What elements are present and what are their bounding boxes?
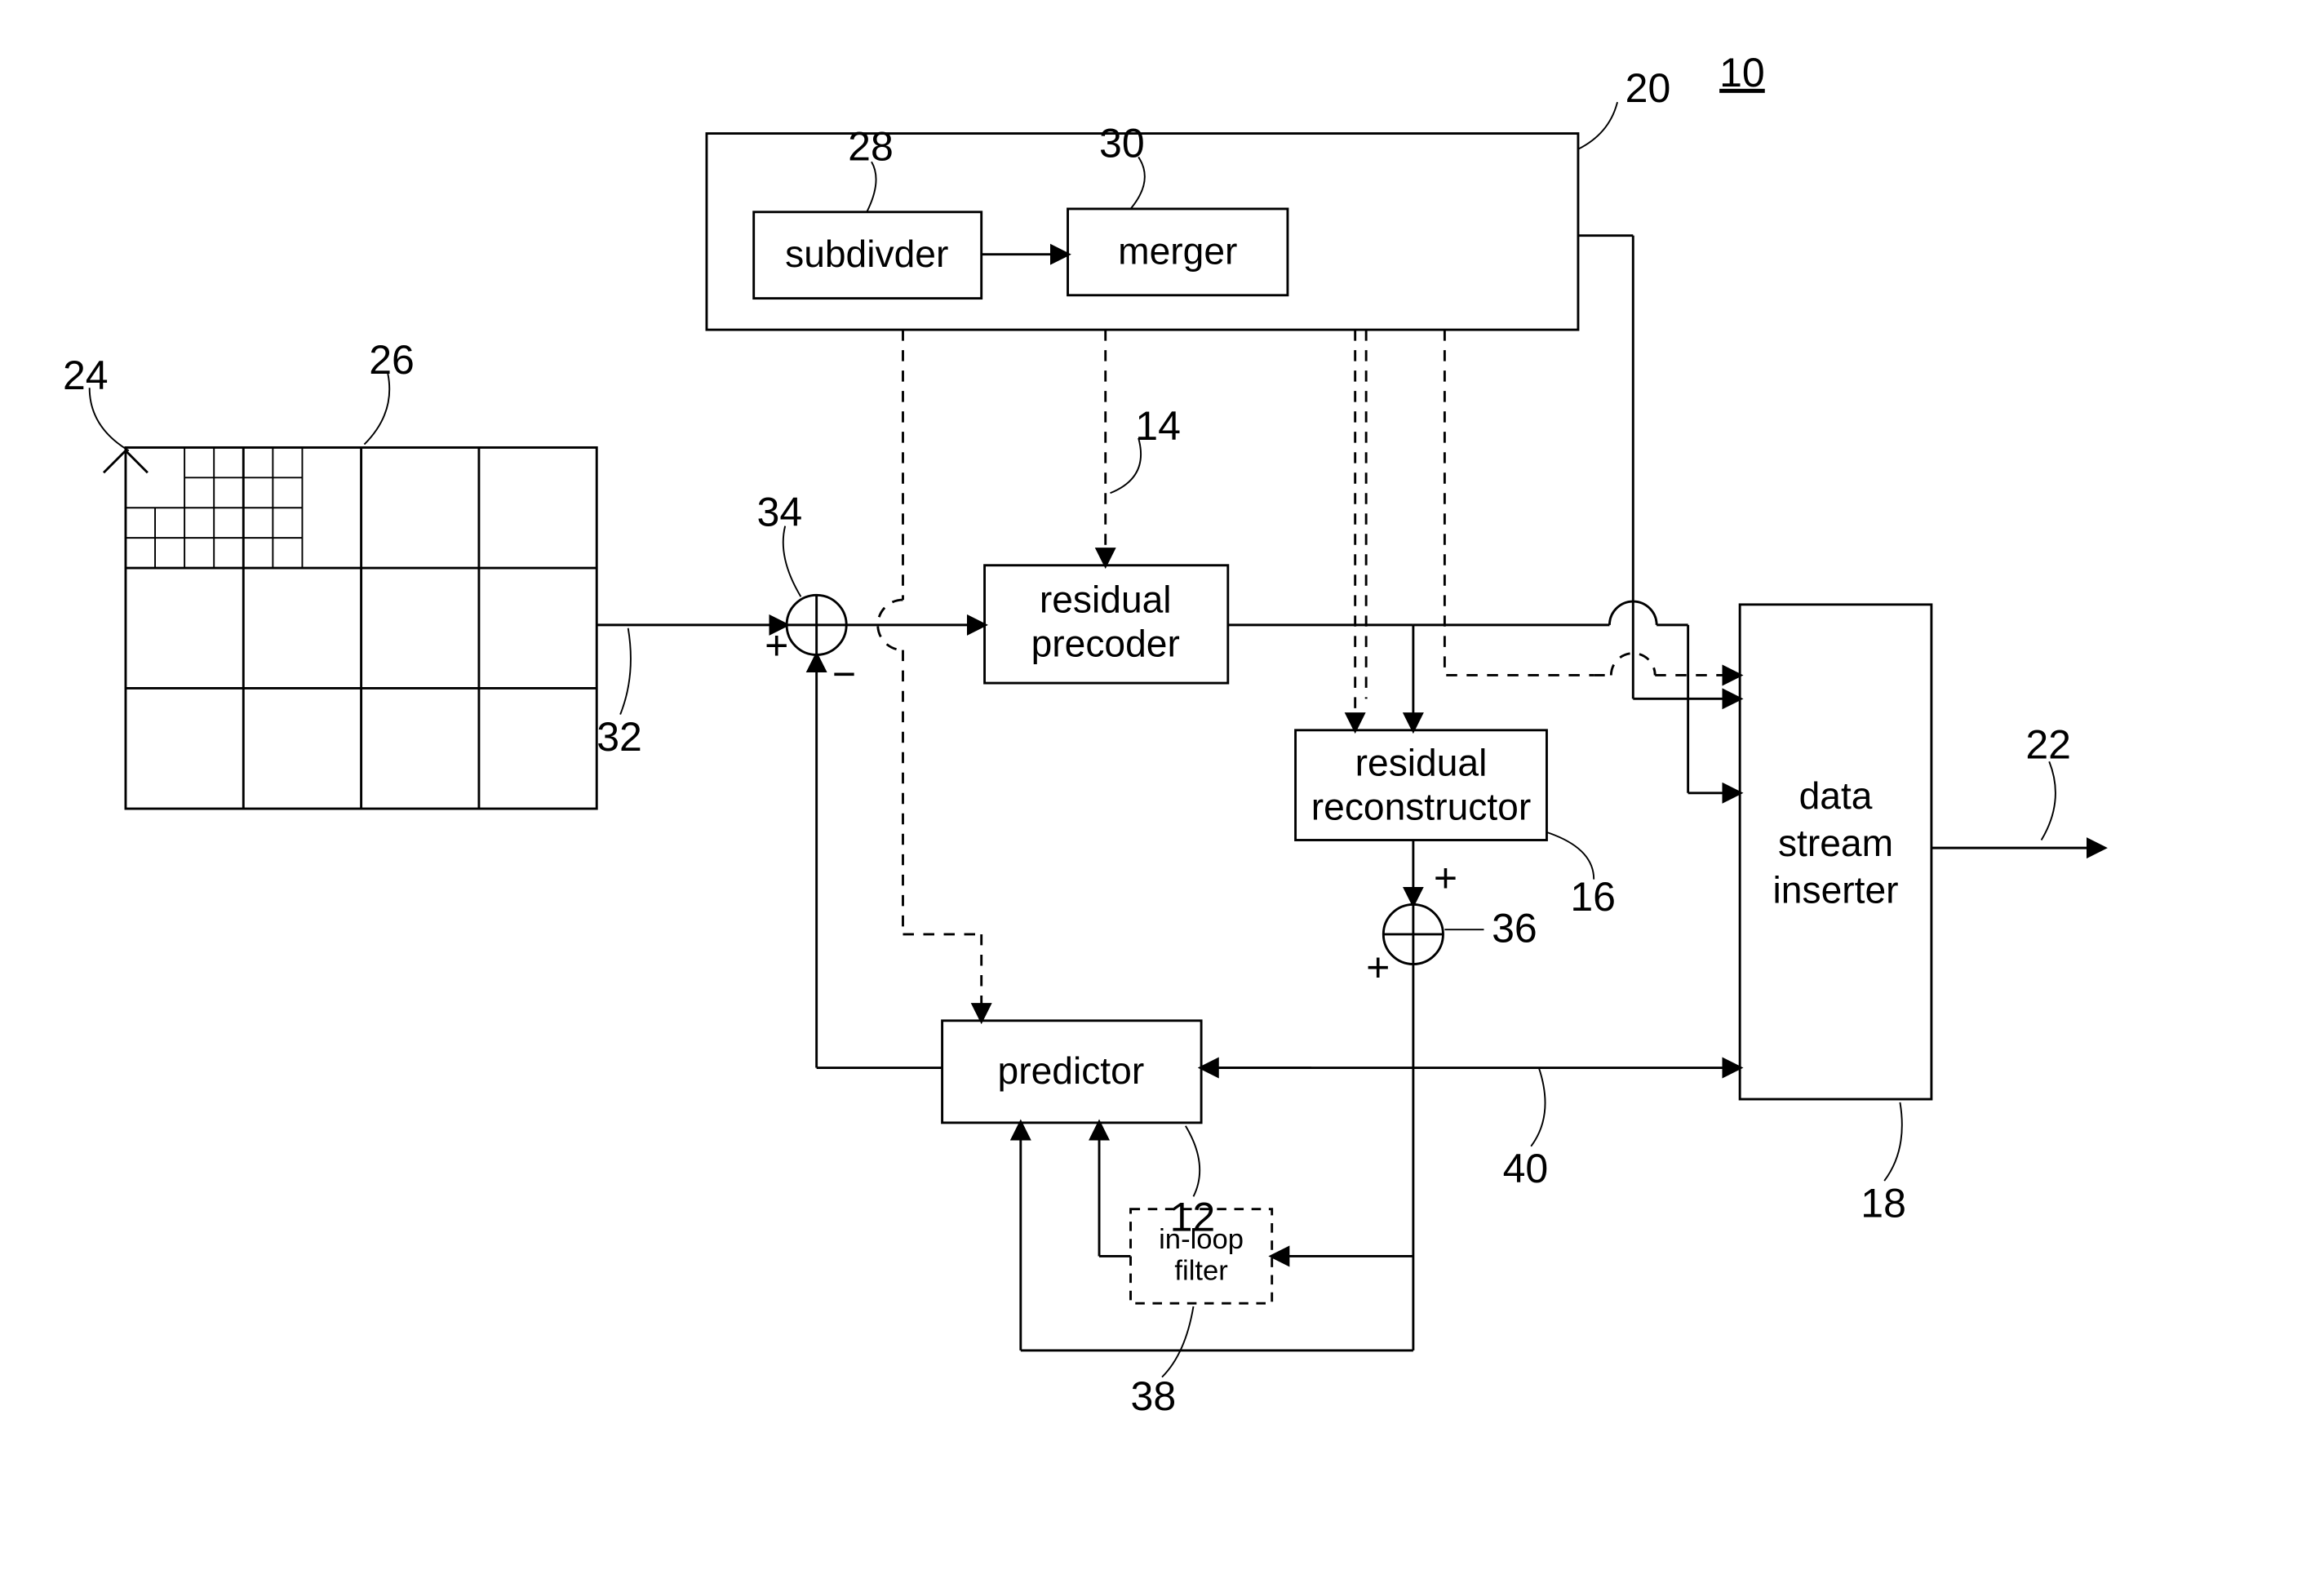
label-14: 14 [1135,403,1181,449]
leader-38 [1162,1306,1193,1377]
label-26: 26 [369,337,415,383]
label-40: 40 [1503,1146,1549,1191]
leader-16 [1546,832,1594,880]
text-dsi-l2: stream [1778,822,1893,864]
text-merger: merger [1118,229,1237,272]
ctrl-right-h [1444,330,1594,675]
text-inloop-l2: filter [1174,1255,1227,1286]
label-20: 20 [1625,65,1671,111]
minus-34: − [832,651,856,697]
plus-34a: + [765,623,788,668]
leader-12 [1186,1126,1200,1197]
label-28: 28 [848,123,894,169]
leader-40 [1531,1068,1545,1146]
label-30: 30 [1099,120,1145,166]
label-16: 16 [1570,874,1616,920]
label-24: 24 [63,353,109,398]
text-recon-l1: residual [1355,742,1488,784]
leader-26 [364,374,389,445]
leader-32 [620,628,631,715]
text-predictor: predictor [998,1049,1145,1092]
text-dsi-l3: inserter [1773,868,1899,911]
leader-22 [2042,761,2056,840]
text-subdivider: subdivder [785,233,948,275]
leader-18 [1884,1102,1902,1181]
leader-20 [1578,102,1617,149]
plus-36b: + [1366,945,1390,991]
label-38: 38 [1131,1373,1177,1419]
leader-34 [783,526,801,597]
text-dsi-l1: data [1799,774,1873,817]
grid-block [126,447,597,809]
text-precoder-l1: residual [1040,578,1172,620]
adder-36 [1383,904,1443,964]
leader-28 [867,162,876,212]
plus-36a: + [1434,855,1457,901]
block-diagram: 10 20 subdivder 28 merger 30 [0,0,2324,1570]
text-inloop-l1: in-loop [1159,1224,1244,1255]
label-10: 10 [1719,50,1765,95]
label-18: 18 [1861,1180,1906,1226]
label-34: 34 [757,490,803,535]
text-precoder-l2: precoder [1031,622,1180,664]
label-32: 32 [597,714,642,760]
label-36: 36 [1492,906,1537,951]
text-recon-l2: reconstructor [1311,785,1531,827]
adder-34 [787,595,846,654]
label-22: 22 [2025,721,2071,767]
